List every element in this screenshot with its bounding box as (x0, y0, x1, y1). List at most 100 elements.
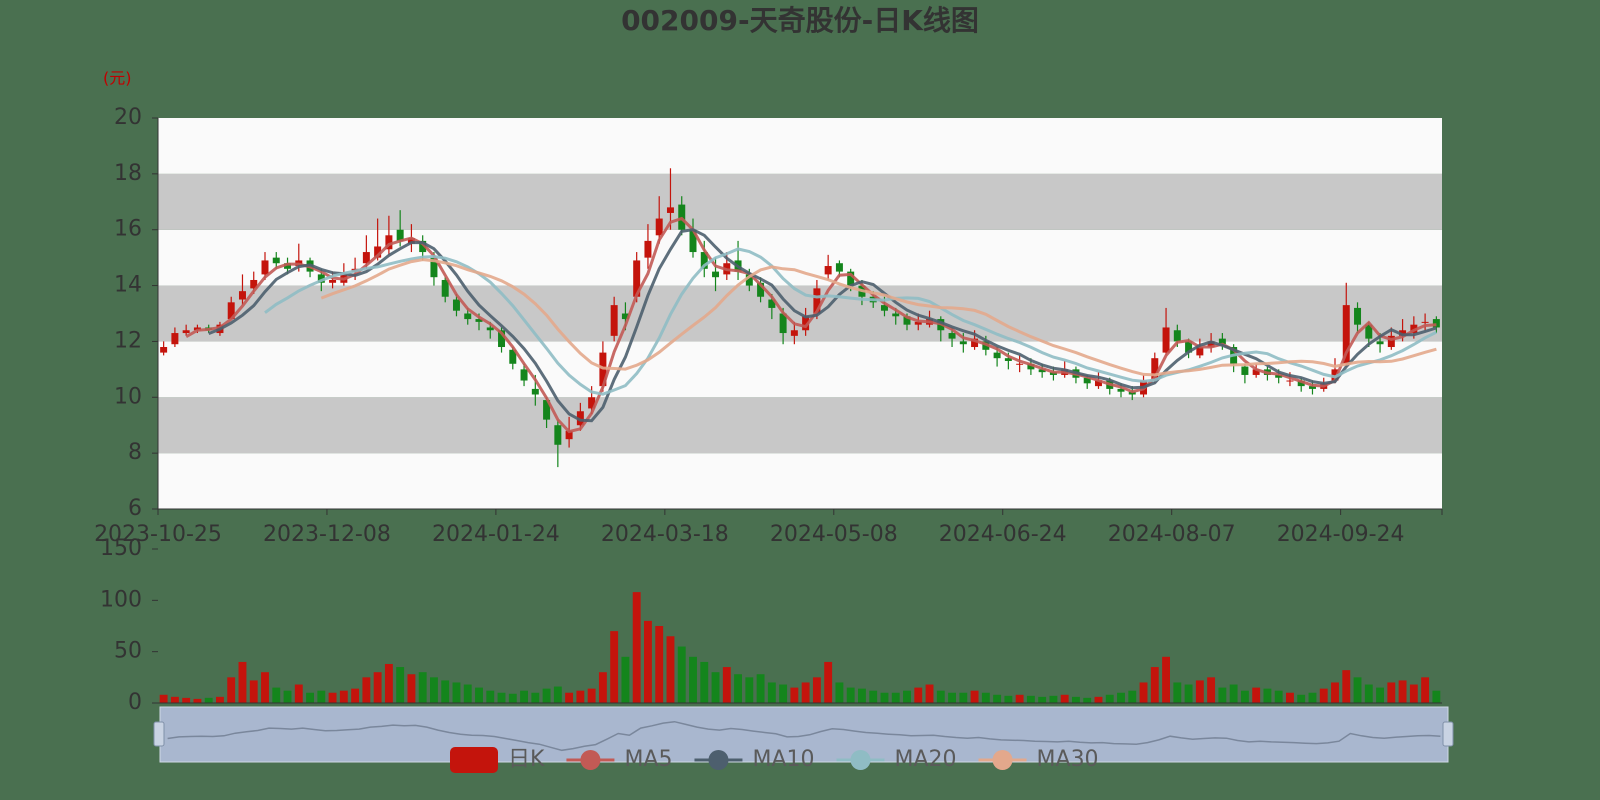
data-zoom-slider[interactable] (153, 706, 1454, 763)
volume-bar (1004, 695, 1013, 703)
volume-bar (418, 672, 427, 703)
volume-bar (339, 690, 348, 703)
x-tick-label: 2023-12-08 (263, 522, 391, 547)
volume-bar (204, 697, 213, 703)
volume-bar (801, 682, 810, 703)
volume-bar (790, 687, 799, 703)
volume-bar (1342, 670, 1351, 703)
candle-body (666, 207, 674, 213)
legend-text: 日K (508, 747, 545, 772)
volume-bar (1376, 687, 1384, 703)
volume-bar (779, 684, 788, 703)
candle-body (452, 299, 460, 311)
y-tick-label: 16 (114, 217, 142, 242)
candle-body (475, 319, 483, 322)
volume-bar (858, 688, 866, 703)
volume-bar (170, 696, 179, 703)
volume-bar (1195, 680, 1204, 703)
legend-item[interactable]: MA5 (566, 747, 672, 772)
candle-body (1399, 330, 1407, 336)
volume-bar (396, 667, 405, 703)
slider-handle[interactable] (1442, 721, 1454, 747)
volume-bar (666, 636, 675, 703)
volume-bar (925, 684, 934, 703)
candle-body (554, 425, 562, 445)
candle-body (1117, 388, 1125, 392)
candle-body (1162, 327, 1170, 353)
candle-body (1252, 369, 1260, 375)
volume-bar (531, 692, 540, 703)
volume-bar (1319, 688, 1328, 703)
candle-body (430, 257, 438, 278)
chart-title: 002009-天奇股份-日K线图 (621, 4, 979, 37)
volume-bar (407, 674, 416, 703)
candle-body (329, 279, 337, 283)
volume-bar (542, 688, 551, 703)
candle-body (1083, 377, 1091, 384)
split-area (158, 341, 1442, 398)
candle-body (374, 246, 382, 258)
candle-body (160, 347, 168, 353)
volume-bar (1105, 694, 1114, 703)
slider-handle[interactable] (153, 721, 165, 747)
candle-body (700, 252, 708, 269)
y-axis-label: (元) (103, 69, 132, 88)
volume-bar (1162, 656, 1170, 703)
volume-bar (621, 656, 630, 703)
volume-bar (1207, 677, 1216, 703)
volume-bar (1353, 677, 1362, 703)
x-tick-label: 2024-06-24 (939, 522, 1067, 547)
volume-bar (936, 690, 945, 703)
y-tick-label: 0 (128, 690, 142, 715)
candle-body (813, 288, 821, 314)
candle-body (1432, 319, 1440, 328)
volume-bar (430, 677, 438, 703)
candle-body (543, 400, 551, 420)
candle-body (1185, 341, 1193, 353)
legend-item[interactable]: 日K (450, 747, 545, 773)
candle-body (1094, 380, 1102, 387)
volume-bar (1274, 690, 1283, 703)
candle-body (1331, 369, 1339, 381)
volume-bar (249, 680, 258, 703)
volume-bar (689, 656, 697, 703)
candle-body (880, 305, 888, 311)
volume-bar (362, 677, 371, 703)
candle-body (1297, 380, 1305, 387)
y-tick-label: 12 (114, 328, 142, 353)
y-tick-label: 6 (128, 496, 142, 521)
legend-icon (450, 747, 498, 773)
candle-body (1196, 347, 1204, 356)
candle-body (1173, 330, 1181, 342)
legend: 日K MA5 MA10 MA20 MA30 (450, 747, 1099, 773)
candle-body (250, 279, 258, 289)
volume-bar (993, 694, 1002, 703)
legend-item[interactable]: MA20 (836, 747, 957, 772)
candle-body (712, 271, 720, 278)
slider-track[interactable] (159, 706, 1449, 763)
volume-bar (1218, 687, 1227, 703)
volume-bar (745, 677, 754, 703)
ma-line (320, 258, 1437, 377)
volume-bar (1128, 690, 1137, 703)
candle-body (317, 274, 325, 283)
legend-icon (580, 750, 601, 770)
candle-body (971, 338, 979, 348)
x-tick-label: 2024-09-24 (1277, 522, 1405, 547)
legend-text: MA30 (1037, 747, 1099, 772)
volume-bar (384, 663, 393, 703)
volume-bar (644, 620, 652, 703)
volume-bar (869, 690, 878, 703)
candle-body (610, 305, 618, 336)
legend-icon (850, 750, 871, 770)
volume-bar (914, 687, 923, 703)
split-area (158, 173, 1442, 230)
volume-bar (1117, 692, 1125, 703)
legend-item[interactable]: MA10 (694, 747, 815, 772)
volume-bar (812, 677, 821, 703)
legend-item[interactable]: MA30 (978, 747, 1099, 772)
volume-bar (632, 592, 641, 703)
candle-body (1354, 307, 1362, 325)
candle-body (1365, 324, 1373, 339)
candle-body (171, 333, 179, 345)
